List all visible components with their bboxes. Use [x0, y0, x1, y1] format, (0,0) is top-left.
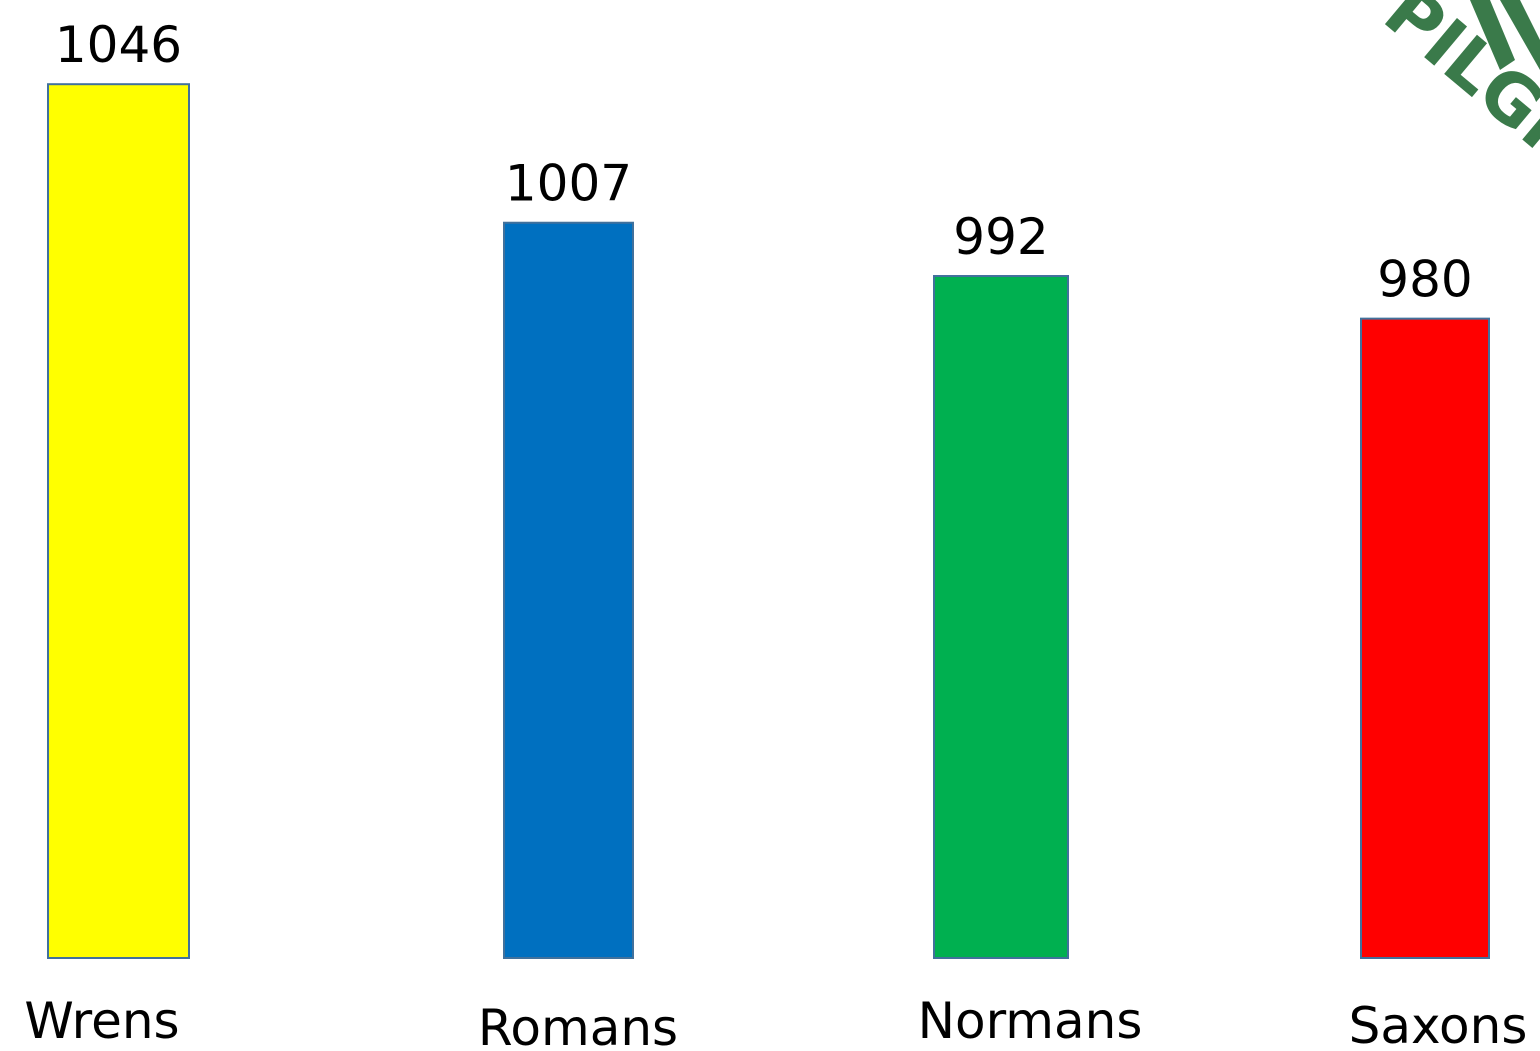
x-tick-label: Saxons — [1349, 997, 1528, 1051]
logo-text: PILGR — [1369, 0, 1540, 183]
logo: PILGR — [1369, 0, 1540, 183]
x-tick-label: Romans — [478, 999, 678, 1051]
x-tick-label: Normans — [918, 992, 1143, 1050]
bar — [503, 221, 634, 959]
value-label: 1007 — [505, 155, 632, 213]
value-label: 980 — [1377, 251, 1472, 309]
x-tick-label: Wrens — [24, 992, 179, 1050]
value-label: 1046 — [55, 16, 182, 74]
bar — [933, 275, 1069, 959]
logo-stripes — [1470, 0, 1540, 70]
bar — [1360, 317, 1490, 959]
bar — [47, 83, 190, 959]
value-label: 992 — [953, 208, 1048, 266]
